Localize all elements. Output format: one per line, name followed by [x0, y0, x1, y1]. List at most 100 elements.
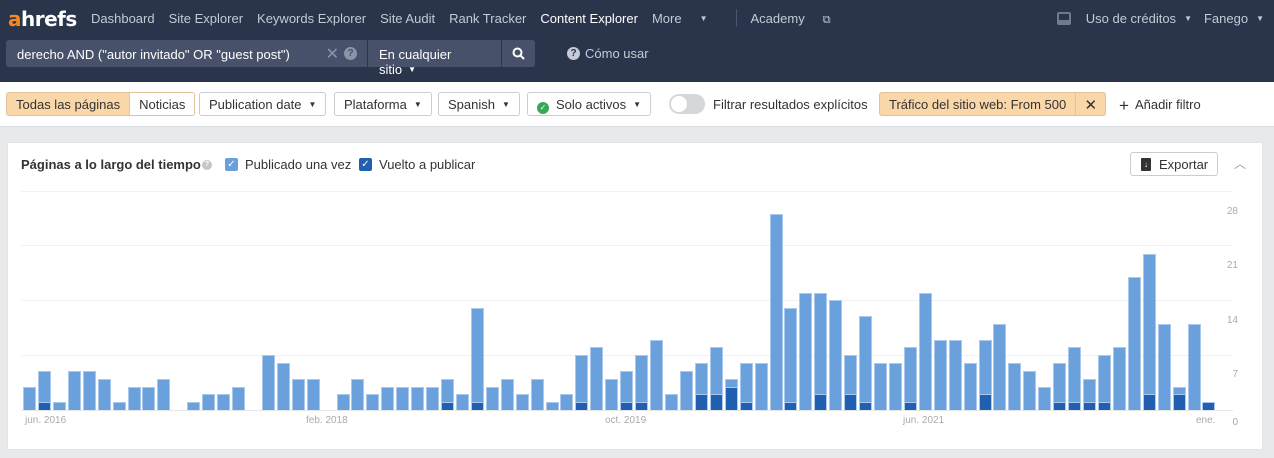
chart-bar[interactable] — [888, 363, 902, 410]
chart-bar[interactable] — [948, 340, 962, 410]
collapse-icon[interactable]: ︿ — [1234, 157, 1247, 171]
chart-bar[interactable] — [545, 402, 559, 410]
ahrefs-logo[interactable]: ahrefs — [8, 7, 77, 31]
chart-bar[interactable] — [112, 402, 126, 410]
chart-bar[interactable] — [82, 371, 96, 410]
search-button[interactable] — [502, 40, 535, 67]
chart-bar[interactable] — [1157, 324, 1171, 410]
chart-bar[interactable] — [814, 293, 828, 410]
chart-bar[interactable] — [67, 371, 81, 410]
chart-bar[interactable] — [217, 394, 231, 410]
chart-bar[interactable] — [1053, 363, 1067, 410]
chart-bar[interactable] — [515, 394, 529, 410]
chart-bar[interactable] — [724, 379, 738, 410]
chart-bar[interactable] — [963, 363, 977, 410]
chart-bar[interactable] — [859, 316, 873, 410]
chart-bar[interactable] — [635, 355, 649, 410]
chart-bar[interactable] — [470, 308, 484, 410]
chart-bar[interactable] — [441, 379, 455, 410]
chart-bar[interactable] — [97, 379, 111, 410]
chart-bar[interactable] — [396, 387, 410, 410]
chart-bar[interactable] — [1008, 363, 1022, 410]
chart-bar[interactable] — [127, 387, 141, 410]
nav-site-explorer[interactable]: Site Explorer — [168, 11, 244, 26]
chart-bar[interactable] — [918, 293, 932, 410]
segment-news[interactable]: Noticias — [129, 93, 195, 115]
chart-bar[interactable] — [933, 340, 947, 410]
chart-bar[interactable] — [426, 387, 440, 410]
nav-dashboard[interactable]: Dashboard — [91, 11, 155, 26]
nav-keywords-explorer[interactable]: Keywords Explorer — [257, 11, 367, 26]
nav-site-audit[interactable]: Site Audit — [380, 11, 436, 26]
chart-bar[interactable] — [1187, 324, 1201, 410]
chart-bar[interactable] — [620, 371, 634, 410]
chart-bar[interactable] — [411, 387, 425, 410]
inbox-icon[interactable] — [1056, 12, 1071, 25]
chart-bar[interactable] — [844, 355, 858, 410]
nav-rank-tracker[interactable]: Rank Tracker — [449, 11, 527, 26]
chart-bar[interactable] — [1083, 379, 1097, 410]
chart-bar[interactable] — [485, 387, 499, 410]
nav-more[interactable]: More ▼ — [651, 11, 708, 26]
chart-bar[interactable] — [157, 379, 171, 410]
segment-all-pages[interactable]: Todas las páginas — [7, 93, 130, 115]
chart-bar[interactable] — [1202, 402, 1216, 410]
export-button[interactable]: ↓ Exportar — [1130, 152, 1218, 176]
chart-bar[interactable] — [23, 387, 36, 410]
remove-filter-icon[interactable]: ✕ — [1075, 93, 1105, 115]
chart-bar[interactable] — [306, 379, 320, 410]
chart-bar[interactable] — [366, 394, 380, 410]
chart-bar[interactable] — [664, 394, 678, 410]
chart-bar[interactable] — [37, 371, 51, 410]
search-input[interactable]: derecho AND ("autor invitado" OR "guest … — [6, 40, 367, 67]
chart-bar[interactable] — [1068, 347, 1082, 410]
chart-bar[interactable] — [336, 394, 350, 410]
published-checkbox[interactable]: ✓ — [225, 158, 238, 171]
language-filter[interactable]: Spanish ▼ — [438, 92, 520, 116]
chart-bar[interactable] — [1023, 371, 1037, 410]
chart-bar[interactable] — [500, 379, 514, 410]
chart-bar[interactable] — [694, 363, 708, 410]
publication-date-filter[interactable]: Publication date ▼ — [199, 92, 327, 116]
chart-bar[interactable] — [903, 347, 917, 410]
chart-bar[interactable] — [187, 402, 201, 410]
chart-bar[interactable] — [1038, 387, 1052, 410]
chart-bar[interactable] — [650, 340, 664, 410]
chart-bar[interactable] — [455, 394, 469, 410]
chart-bar[interactable] — [261, 355, 275, 410]
chart-bar[interactable] — [1127, 277, 1141, 410]
chart-bar[interactable] — [381, 387, 395, 410]
clear-icon[interactable]: ✕ — [325, 46, 339, 63]
help-icon[interactable]: ? — [202, 160, 212, 170]
chart-bar[interactable] — [1142, 254, 1156, 410]
account-menu[interactable]: Fanego — [1203, 11, 1249, 26]
chart-bar[interactable] — [1112, 347, 1126, 410]
chart-bar[interactable] — [291, 379, 305, 410]
help-icon[interactable]: ? — [344, 47, 357, 60]
chart-bar[interactable] — [605, 379, 619, 410]
chart-bar[interactable] — [709, 347, 723, 410]
chart-bar[interactable] — [590, 347, 604, 410]
chart-bar[interactable] — [799, 293, 813, 410]
chart-bar[interactable] — [351, 379, 365, 410]
platform-filter[interactable]: Plataforma ▼ — [334, 92, 432, 116]
chart-bar[interactable] — [784, 308, 798, 410]
chart-bar[interactable] — [232, 387, 246, 410]
chart-bar[interactable] — [52, 402, 66, 410]
chart-bar[interactable] — [560, 394, 574, 410]
chart-bar[interactable] — [829, 300, 843, 410]
chart-bar[interactable] — [754, 363, 768, 410]
chart-bar[interactable] — [1172, 387, 1186, 410]
search-scope-dropdown[interactable]: En cualquier sitio ▼ — [368, 40, 501, 77]
chart-bar[interactable] — [575, 355, 589, 410]
chart-bar[interactable] — [739, 363, 753, 410]
how-to-link[interactable]: ? Cómo usar — [567, 46, 649, 61]
credits-menu[interactable]: Uso de créditos — [1085, 11, 1177, 26]
chart-bar[interactable] — [1097, 355, 1111, 410]
traffic-filter-chip[interactable]: Tráfico del sitio web: From 500 ✕ — [879, 92, 1107, 116]
republished-checkbox[interactable]: ✓ — [359, 158, 372, 171]
chart-bar[interactable] — [142, 387, 156, 410]
active-only-filter[interactable]: ✓ Solo activos ▼ — [527, 92, 652, 116]
chart-bar[interactable] — [202, 394, 216, 410]
nav-academy[interactable]: Academy ⧉ — [750, 11, 831, 26]
